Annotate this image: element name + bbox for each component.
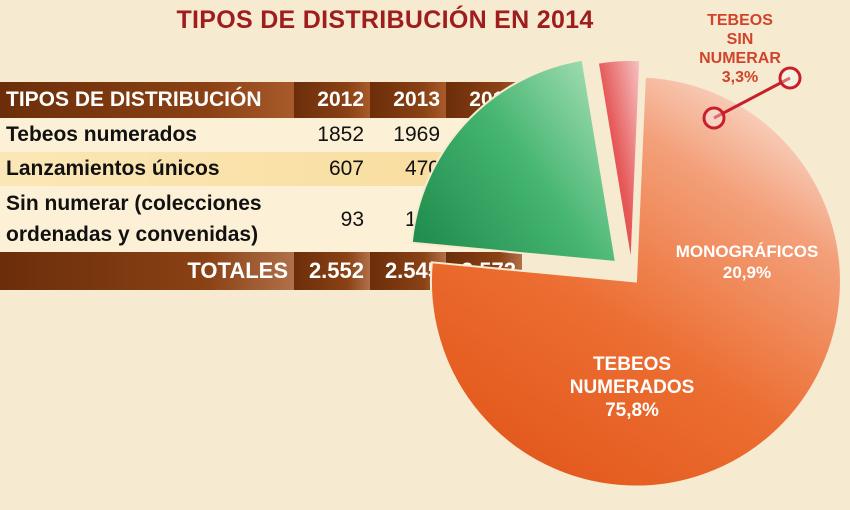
row-label-line: ordenadas y convenidas) — [6, 223, 259, 246]
slice-label: NUMERADOS — [570, 377, 695, 398]
table-cell: 1969 — [393, 123, 440, 146]
callout-leader-line — [713, 76, 791, 120]
slice-label: MONOGRÁFICOS — [676, 242, 819, 261]
table-header-row: TIPOS DE DISTRIBUCIÓN 2012 2013 2014 — [0, 82, 522, 118]
callout-marker — [702, 106, 726, 130]
callout-marker — [778, 66, 802, 90]
table-cell: 607 — [328, 157, 364, 180]
distribution-table: TIPOS DE DISTRIBUCIÓN 2012 2013 2014 Teb… — [0, 82, 522, 290]
column-header: 2012 — [294, 82, 370, 118]
slice-sin-numerar — [596, 59, 642, 266]
row-label: Sin numerar (colecciones ordenadas y con… — [0, 186, 294, 252]
row-label-line: Sin numerar (colecciones — [6, 192, 262, 215]
slice-label: SIN — [727, 31, 754, 48]
slice-percent-label: 20,9% — [723, 263, 771, 282]
slice-monograficos — [410, 58, 618, 264]
table-cell: 93 — [340, 207, 364, 231]
slice-percent-label: 3,3% — [722, 69, 758, 86]
column-header: 2013 — [370, 82, 446, 118]
totals-label: TOTALES — [0, 252, 294, 290]
table-cell: 1852 — [317, 123, 364, 146]
row-label: Tebeos numerados — [6, 123, 197, 146]
slice-label: TEBEOS — [707, 12, 773, 29]
chart-title: TIPOS DE DISTRIBUCIÓN EN 2014 — [176, 6, 594, 34]
slice-label: NUMERAR — [699, 50, 781, 67]
slice-percent-label: 75,8% — [605, 400, 659, 421]
slice-tebeos-numerados — [429, 75, 842, 488]
total-cell: 2.552 — [294, 252, 370, 290]
slice-label: TEBEOS — [593, 354, 671, 375]
column-header: TIPOS DE DISTRIBUCIÓN — [0, 82, 294, 118]
row-label: Lanzamientos únicos — [6, 157, 220, 180]
